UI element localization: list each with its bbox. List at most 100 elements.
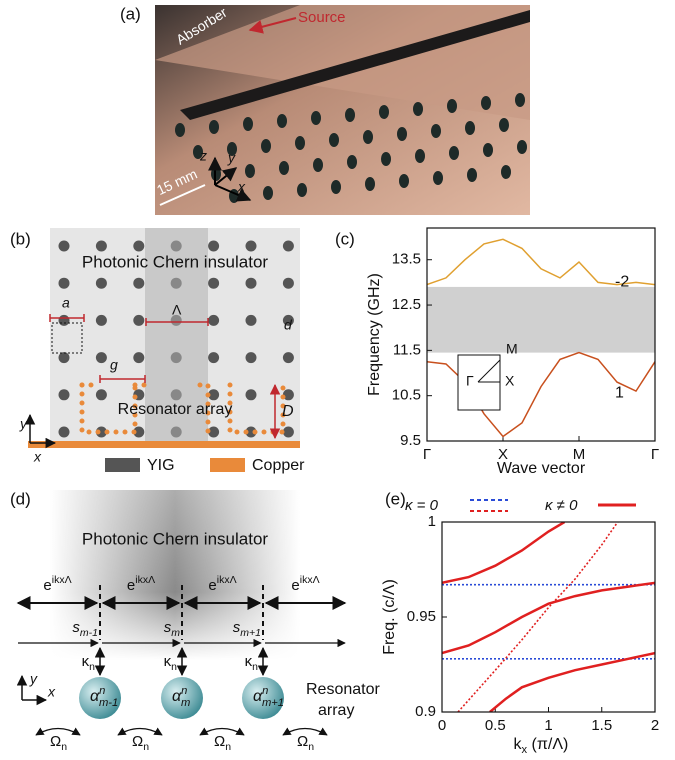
peg [245,164,255,178]
peg [345,108,355,122]
axis-label: y [227,150,236,166]
mode-label-sub: m [171,627,180,639]
yig-rod [246,315,257,326]
peg [415,149,425,163]
plot-frame [442,522,655,712]
peg [279,161,289,175]
phase-label: eikxΛ [291,574,319,594]
yig-rod [171,278,182,289]
phase-label-sup: ikxΛ [135,574,155,586]
y-tick-label: 13.5 [392,251,421,268]
panel-label: (e) [385,489,406,508]
peg [501,165,511,179]
yig-rod [208,315,219,326]
series-line [490,653,655,712]
phase-label-sup: ikxΛ [300,574,320,586]
peg [413,102,423,116]
yig-rod [96,241,107,252]
legend-label: κ = 0 [405,497,439,514]
dim-label: Λ [172,302,182,318]
peg [313,158,323,172]
rotation-label: Ωn [132,733,149,753]
phase-label-base: e [291,577,299,594]
yig-rod [208,278,219,289]
peg [447,99,457,113]
y-tick-label: 0.9 [415,703,436,720]
coupling-label-sub: n [252,661,258,673]
yig-rod [59,278,70,289]
yig-rod [59,427,70,438]
peg [483,143,493,157]
panel-label: (b) [10,229,31,248]
peg [515,93,525,107]
band-gap [427,287,655,353]
x-axis-label-rest: (π/Λ) [527,736,568,753]
series-line [442,522,565,583]
panel-label: (d) [10,489,31,508]
lattice-title: Photonic Chern insulator [82,252,269,271]
series-line [442,583,655,653]
peg [295,136,305,150]
yig-rod [283,241,294,252]
rotation-label-base: Ω [132,733,143,750]
yig-rod [171,352,182,363]
band-label: -2 [615,274,629,291]
dim-label: d [284,317,293,333]
phase-label-base: e [43,577,51,594]
yig-rod [171,427,182,438]
figure: (a) Absorber Source 15 mm z y x (b) Phot… [0,0,675,760]
x-axis-label: kx (π/Λ) [514,736,569,756]
resonator-array: Resonator [306,681,380,698]
peg [347,155,357,169]
peg [329,133,339,147]
rotation-label-base: Ω [50,733,61,750]
peg [297,183,307,197]
yig-rod [246,352,257,363]
copper-bar [28,441,300,448]
coupling-label-sub: n [171,661,177,673]
rotation-label-sub: n [61,741,67,753]
phase-label-sup: ikxΛ [217,574,237,586]
x-tick-label: 0 [438,717,446,734]
model-title: Photonic Chern insulator [82,529,269,548]
coupling-label-sub: n [89,661,95,673]
legend-swatch [210,458,245,472]
yig-rod [96,352,107,363]
axis-label: y [19,416,28,432]
inset-label: Γ [466,373,474,389]
yig-rod [133,352,144,363]
y-tick-label: 0.95 [407,608,436,625]
peg [261,139,271,153]
yig-rod [246,278,257,289]
yig-rod [59,241,70,252]
resonator-label-sup: n [262,685,268,697]
peg [277,114,287,128]
series-line [458,522,618,712]
inset-label: X [505,373,515,389]
yig-rod [246,389,257,400]
peg [431,124,441,138]
y-axis-label: Frequency (GHz) [366,273,383,396]
y-tick-label: 11.5 [393,341,421,358]
y-tick-label: 9.5 [400,432,421,449]
band-label: 1 [615,385,624,402]
yig-rod [283,427,294,438]
yig-rod [246,241,257,252]
yig-rod [283,352,294,363]
axis-label: y [29,671,38,687]
peg [365,177,375,191]
rotation-label-base: Ω [214,733,225,750]
rotation-label-sub: n [308,741,314,753]
peg [481,96,491,110]
x-tick-label: 2 [651,717,659,734]
resonator-label-sub: m [181,697,190,709]
yig-rod [59,352,70,363]
photo-label: Source [298,9,346,26]
x-tick-label: Γ [651,446,659,463]
resonator-label-sub: m-1 [99,697,118,709]
legend-label: YIG [147,457,175,474]
peg [311,111,321,125]
x-tick-label: Γ [423,446,431,463]
yig-rod [208,352,219,363]
